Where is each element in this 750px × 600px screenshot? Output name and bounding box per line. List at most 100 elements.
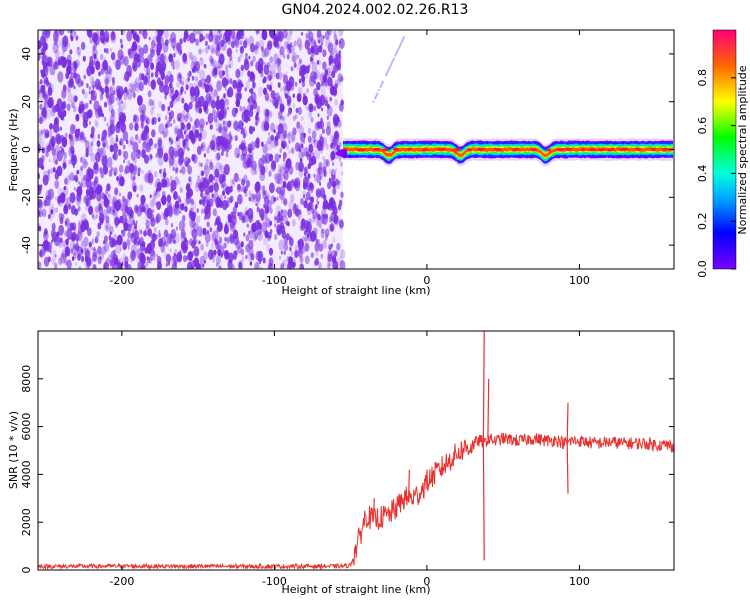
noise-speck — [48, 129, 53, 138]
noise-speck — [142, 141, 146, 148]
noise-speck — [307, 127, 312, 135]
noise-speck — [108, 86, 114, 97]
noise-speck — [294, 180, 301, 192]
noise-speck — [304, 171, 310, 181]
noise-speck — [83, 174, 87, 182]
noise-speck — [150, 40, 156, 49]
noise-speck — [261, 221, 268, 233]
noise-speck — [158, 232, 161, 238]
noise-speck — [268, 153, 274, 162]
noise-speck — [140, 148, 146, 159]
noise-speck — [122, 144, 126, 150]
noise-speck — [310, 36, 314, 44]
noise-speck — [84, 246, 86, 251]
noise-speck — [109, 231, 112, 236]
noise-speck — [80, 255, 85, 263]
noise-speck — [181, 110, 187, 120]
noise-speck — [87, 166, 91, 173]
noise-speck — [224, 188, 228, 193]
noise-speck — [266, 96, 270, 103]
noise-speck — [317, 59, 321, 66]
noise-speck — [134, 52, 139, 62]
noise-speck — [163, 211, 168, 220]
noise-speck — [191, 132, 197, 144]
noise-speck — [312, 213, 317, 222]
noise-speck — [283, 40, 288, 50]
noise-speck — [332, 180, 337, 189]
y-tick-label: 40 — [20, 47, 33, 61]
noise-speck — [243, 130, 248, 138]
noise-speck — [211, 182, 215, 188]
noise-speck — [69, 192, 76, 204]
y-tick-label: 4000 — [20, 460, 33, 488]
noise-speck — [314, 177, 316, 182]
noise-speck — [75, 196, 81, 207]
noise-speck — [327, 181, 332, 190]
noise-speck — [173, 191, 178, 200]
noise-speck — [319, 187, 326, 198]
noise-speck — [67, 86, 72, 94]
band-peak — [422, 148, 429, 152]
noise-speck — [320, 81, 324, 87]
noise-speck — [155, 201, 158, 206]
noise-speck — [288, 140, 291, 144]
streak-dot — [381, 82, 384, 85]
noise-speck — [178, 48, 183, 56]
noise-speck — [94, 78, 101, 90]
noise-speck — [328, 197, 335, 209]
noise-speck — [316, 121, 321, 129]
noise-speck — [313, 44, 320, 56]
noise-speck — [188, 51, 193, 60]
noise-speck — [127, 231, 131, 239]
noise-speck — [244, 191, 248, 197]
noise-speck — [212, 257, 216, 263]
noise-speck — [136, 193, 139, 198]
noise-speck — [119, 164, 124, 173]
noise-speck — [127, 246, 130, 250]
noise-speck — [217, 248, 222, 257]
band-peak — [588, 148, 597, 152]
noise-speck — [102, 164, 109, 175]
noise-speck — [83, 91, 88, 99]
noise-speck — [250, 60, 254, 67]
noise-speck — [340, 171, 344, 176]
noise-speck — [274, 138, 279, 147]
noise-speck — [334, 265, 339, 269]
noise-speck — [172, 166, 175, 172]
noise-speck — [76, 191, 82, 202]
noise-speck — [276, 186, 281, 194]
noise-speck — [152, 43, 158, 53]
noise-speck — [130, 223, 133, 228]
streak-dot — [401, 39, 404, 42]
noise-speck — [128, 82, 135, 93]
noise-speck — [86, 65, 92, 77]
noise-speck — [275, 58, 281, 69]
noise-speck — [290, 135, 295, 143]
noise-speck — [274, 223, 277, 228]
noise-speck — [157, 117, 161, 122]
noise-speck — [95, 60, 101, 71]
noise-speck — [252, 55, 256, 63]
noise-speck — [127, 223, 132, 232]
noise-speck — [255, 202, 258, 207]
noise-speck — [169, 89, 174, 99]
noise-speck — [75, 188, 78, 193]
noise-speck — [99, 256, 102, 260]
noise-speck — [238, 259, 244, 269]
noise-speck — [249, 261, 253, 266]
noise-speck — [327, 76, 333, 87]
noise-speck — [226, 133, 232, 145]
snr-spike — [487, 378, 490, 439]
noise-speck — [246, 223, 249, 228]
noise-speck — [278, 229, 280, 234]
noise-speck — [159, 168, 162, 174]
noise-speck — [235, 240, 241, 250]
noise-speck — [337, 73, 343, 83]
noise-speck — [218, 123, 223, 132]
noise-speck — [321, 233, 325, 239]
noise-speck — [299, 123, 303, 128]
noise-speck — [274, 101, 279, 109]
noise-speck — [283, 216, 289, 225]
streak-dot — [402, 36, 406, 39]
noise-speck — [287, 113, 290, 117]
